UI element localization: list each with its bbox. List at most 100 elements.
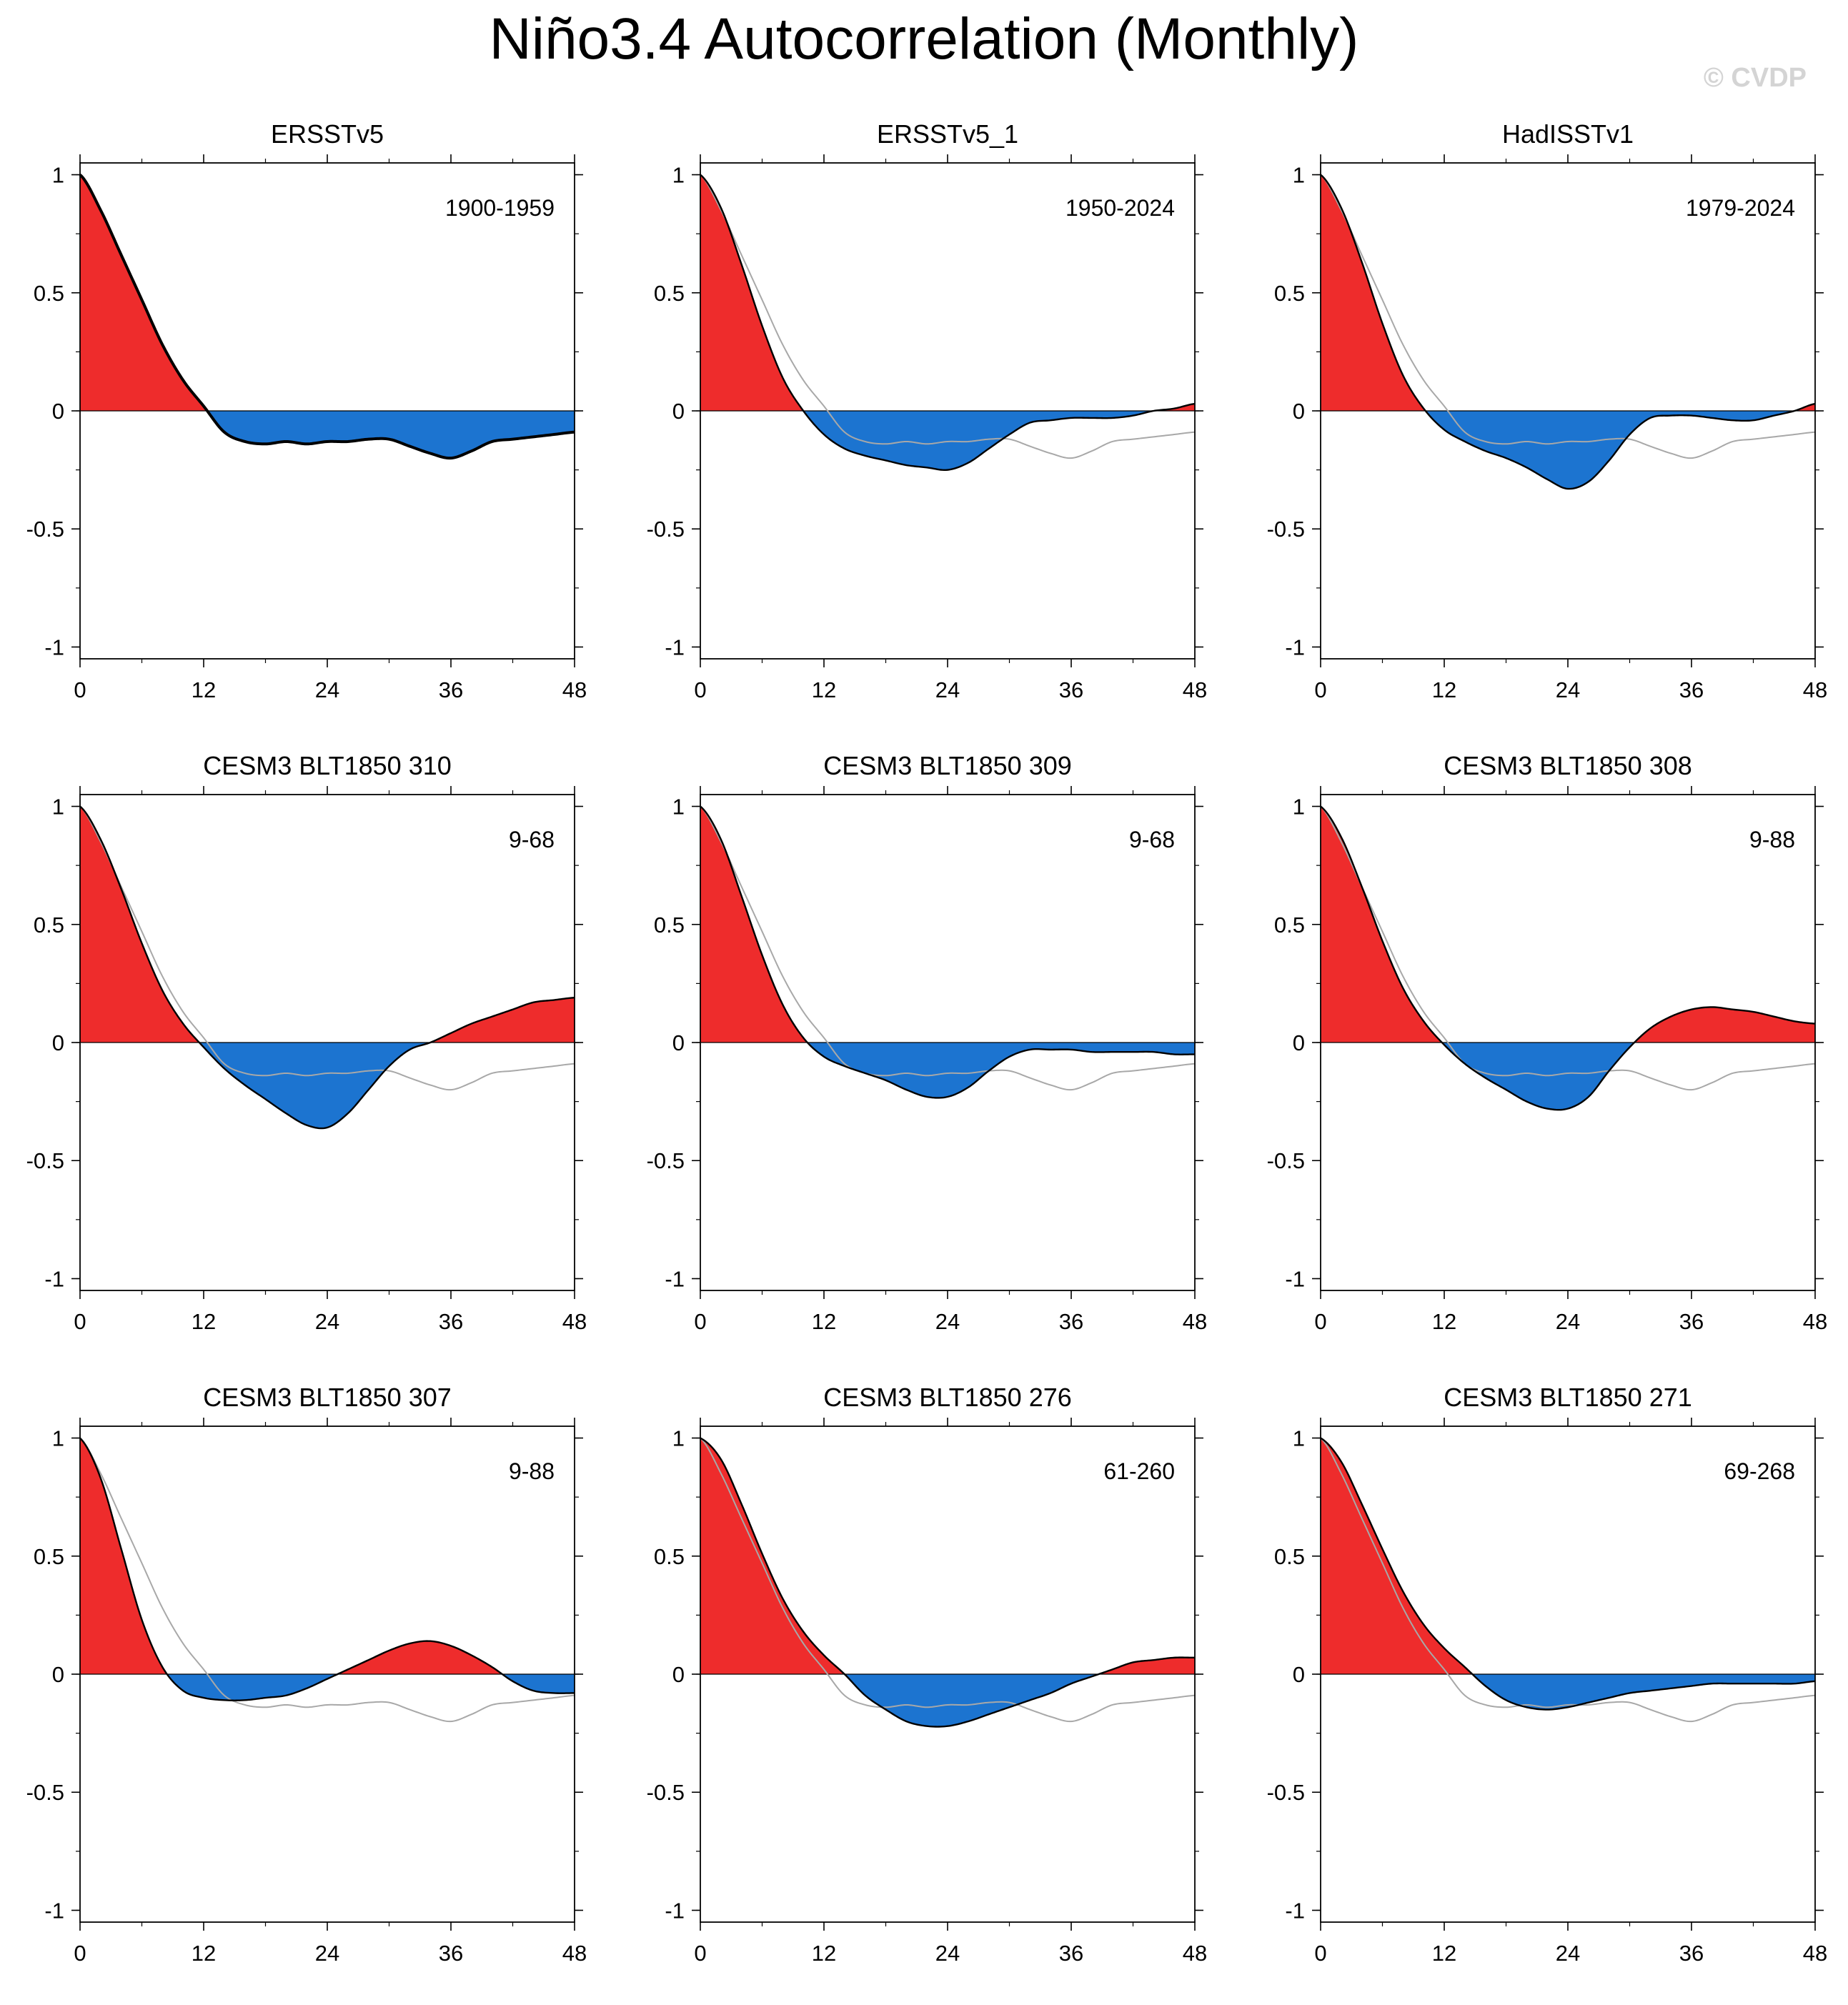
x-tick-label: 0: [694, 677, 706, 702]
x-tick-label: 48: [1803, 677, 1827, 702]
y-tick-label: -1: [44, 1266, 64, 1291]
page-title: Niño3.4 Autocorrelation (Monthly): [489, 6, 1359, 71]
x-tick-label: 12: [1432, 1309, 1456, 1334]
y-tick-label: 0: [672, 1030, 685, 1055]
y-tick-label: -1: [44, 1898, 64, 1923]
panel-8: CESM3 BLT1850 276 1 0.5 0 -0.5 -1 0 12 24 36 48 61-…: [647, 1383, 1208, 1966]
y-tick-label: 1: [52, 1426, 64, 1451]
x-tick-label: 12: [812, 1941, 836, 1966]
positive-area: [1321, 806, 1815, 1043]
x-tick-label: 48: [1183, 1941, 1207, 1966]
autocorrelation-line: [700, 805, 1196, 1099]
x-tick-label: 12: [192, 1941, 216, 1966]
negative-area: [700, 1043, 1195, 1098]
y-tick-label: 0: [672, 1662, 685, 1687]
period-label: 9-68: [1129, 827, 1175, 852]
y-tick-label: 0.5: [654, 1544, 685, 1569]
y-tick-label: -0.5: [26, 1780, 64, 1805]
x-tick-label: 36: [1059, 1309, 1083, 1334]
x-tick-label: 36: [439, 677, 463, 702]
negative-area: [1321, 411, 1815, 489]
period-label: 9-88: [1749, 827, 1795, 852]
panel-title: CESM3 BLT1850 309: [823, 751, 1072, 780]
y-tick-label: -1: [1285, 1898, 1305, 1923]
panel-9: CESM3 BLT1850 271 1 0.5 0 -0.5 -1 0 12 24 36 48 69-…: [1267, 1383, 1828, 1966]
y-tick-label: 0: [1293, 399, 1305, 424]
y-tick-label: 0.5: [1274, 281, 1305, 306]
x-tick-label: 24: [935, 1941, 960, 1966]
y-tick-label: 0: [52, 1030, 64, 1055]
x-tick-label: 24: [1556, 1309, 1580, 1334]
y-tick-label: 0: [1293, 1662, 1305, 1687]
autocorrelation-line: [1320, 1437, 1816, 1711]
y-tick-label: 0.5: [654, 912, 685, 937]
y-tick-label: -1: [44, 635, 64, 660]
x-tick-label: 48: [562, 677, 587, 702]
positive-area: [1321, 174, 1815, 411]
x-tick-label: 0: [74, 677, 86, 702]
y-tick-label: 0: [52, 399, 64, 424]
x-tick-label: 36: [1059, 1941, 1083, 1966]
x-tick-label: 0: [1314, 677, 1326, 702]
positive-area: [80, 806, 575, 1043]
x-tick-label: 24: [315, 1309, 339, 1334]
y-tick-label: -0.5: [1267, 1148, 1305, 1173]
x-tick-label: 24: [935, 677, 960, 702]
negative-area: [1321, 1674, 1815, 1710]
x-tick-label: 0: [694, 1941, 706, 1966]
period-label: 61-260: [1103, 1458, 1175, 1484]
panel-1: ERSSTv5 1 0.5 0 -0.5 -1 0 12 24 36 48 1900-1959: [26, 119, 587, 702]
panel-title: HadISSTv1: [1502, 119, 1634, 149]
reference-line: [700, 805, 1196, 1091]
y-tick-label: 1: [1293, 795, 1305, 820]
y-tick-label: 0.5: [654, 281, 685, 306]
panel-title: CESM3 BLT1850 307: [203, 1383, 452, 1412]
y-tick-label: -0.5: [26, 1148, 64, 1173]
y-tick-label: -0.5: [1267, 517, 1305, 542]
negative-area: [80, 1674, 575, 1701]
y-tick-label: 1: [1293, 1426, 1305, 1451]
period-label: 1979-2024: [1686, 195, 1795, 221]
period-label: 1950-2024: [1065, 195, 1175, 221]
y-tick-label: -0.5: [1267, 1780, 1305, 1805]
panel-6: CESM3 BLT1850 308 1 0.5 0 -0.5 -1 0 12 24 36 48 9-8…: [1267, 751, 1828, 1334]
x-tick-label: 48: [1183, 677, 1207, 702]
x-tick-label: 12: [812, 677, 836, 702]
y-tick-label: 0.5: [34, 912, 64, 937]
panel-title: ERSSTv5: [271, 119, 384, 149]
x-tick-label: 24: [315, 677, 339, 702]
panel-title: CESM3 BLT1850 310: [203, 751, 452, 780]
positive-area: [80, 174, 575, 411]
panel-2: ERSSTv5_1 1 0.5 0 -0.5 -1 0 12 24 36 48 1950-2024: [647, 119, 1208, 702]
x-tick-label: 12: [1432, 677, 1456, 702]
panel-title: CESM3 BLT1850 276: [823, 1383, 1072, 1412]
reference-line: [1320, 174, 1816, 459]
panel-5: CESM3 BLT1850 309 1 0.5 0 -0.5 -1 0 12 24 36 48 9-6…: [647, 751, 1208, 1334]
y-tick-label: 1: [52, 795, 64, 820]
negative-area: [1321, 1043, 1815, 1110]
period-label: 9-68: [509, 827, 555, 852]
x-tick-label: 36: [439, 1309, 463, 1334]
negative-area: [80, 1043, 575, 1129]
positive-area: [700, 1438, 1195, 1674]
negative-area: [700, 411, 1195, 470]
y-tick-label: -0.5: [26, 517, 64, 542]
panel-title: CESM3 BLT1850 271: [1444, 1383, 1692, 1412]
y-tick-label: 1: [672, 795, 685, 820]
y-tick-label: -1: [665, 1266, 685, 1291]
autocorrelation-line: [1320, 174, 1816, 490]
autocorrelation-line: [700, 1437, 1196, 1728]
reference-line: [700, 1437, 1196, 1723]
x-tick-label: 12: [192, 677, 216, 702]
x-tick-label: 0: [1314, 1309, 1326, 1334]
period-label: 9-88: [509, 1458, 555, 1484]
x-tick-label: 36: [1059, 677, 1083, 702]
x-tick-label: 24: [935, 1309, 960, 1334]
y-tick-label: 0.5: [1274, 1544, 1305, 1569]
y-tick-label: 0: [52, 1662, 64, 1687]
autocorrelation-line: [700, 174, 1196, 472]
y-tick-label: 1: [52, 163, 64, 188]
x-tick-label: 36: [439, 1941, 463, 1966]
panel-3: HadISSTv1 1 0.5 0 -0.5 -1 0 12 24 36 48 1979-2024: [1267, 119, 1828, 702]
y-tick-label: -0.5: [647, 517, 685, 542]
